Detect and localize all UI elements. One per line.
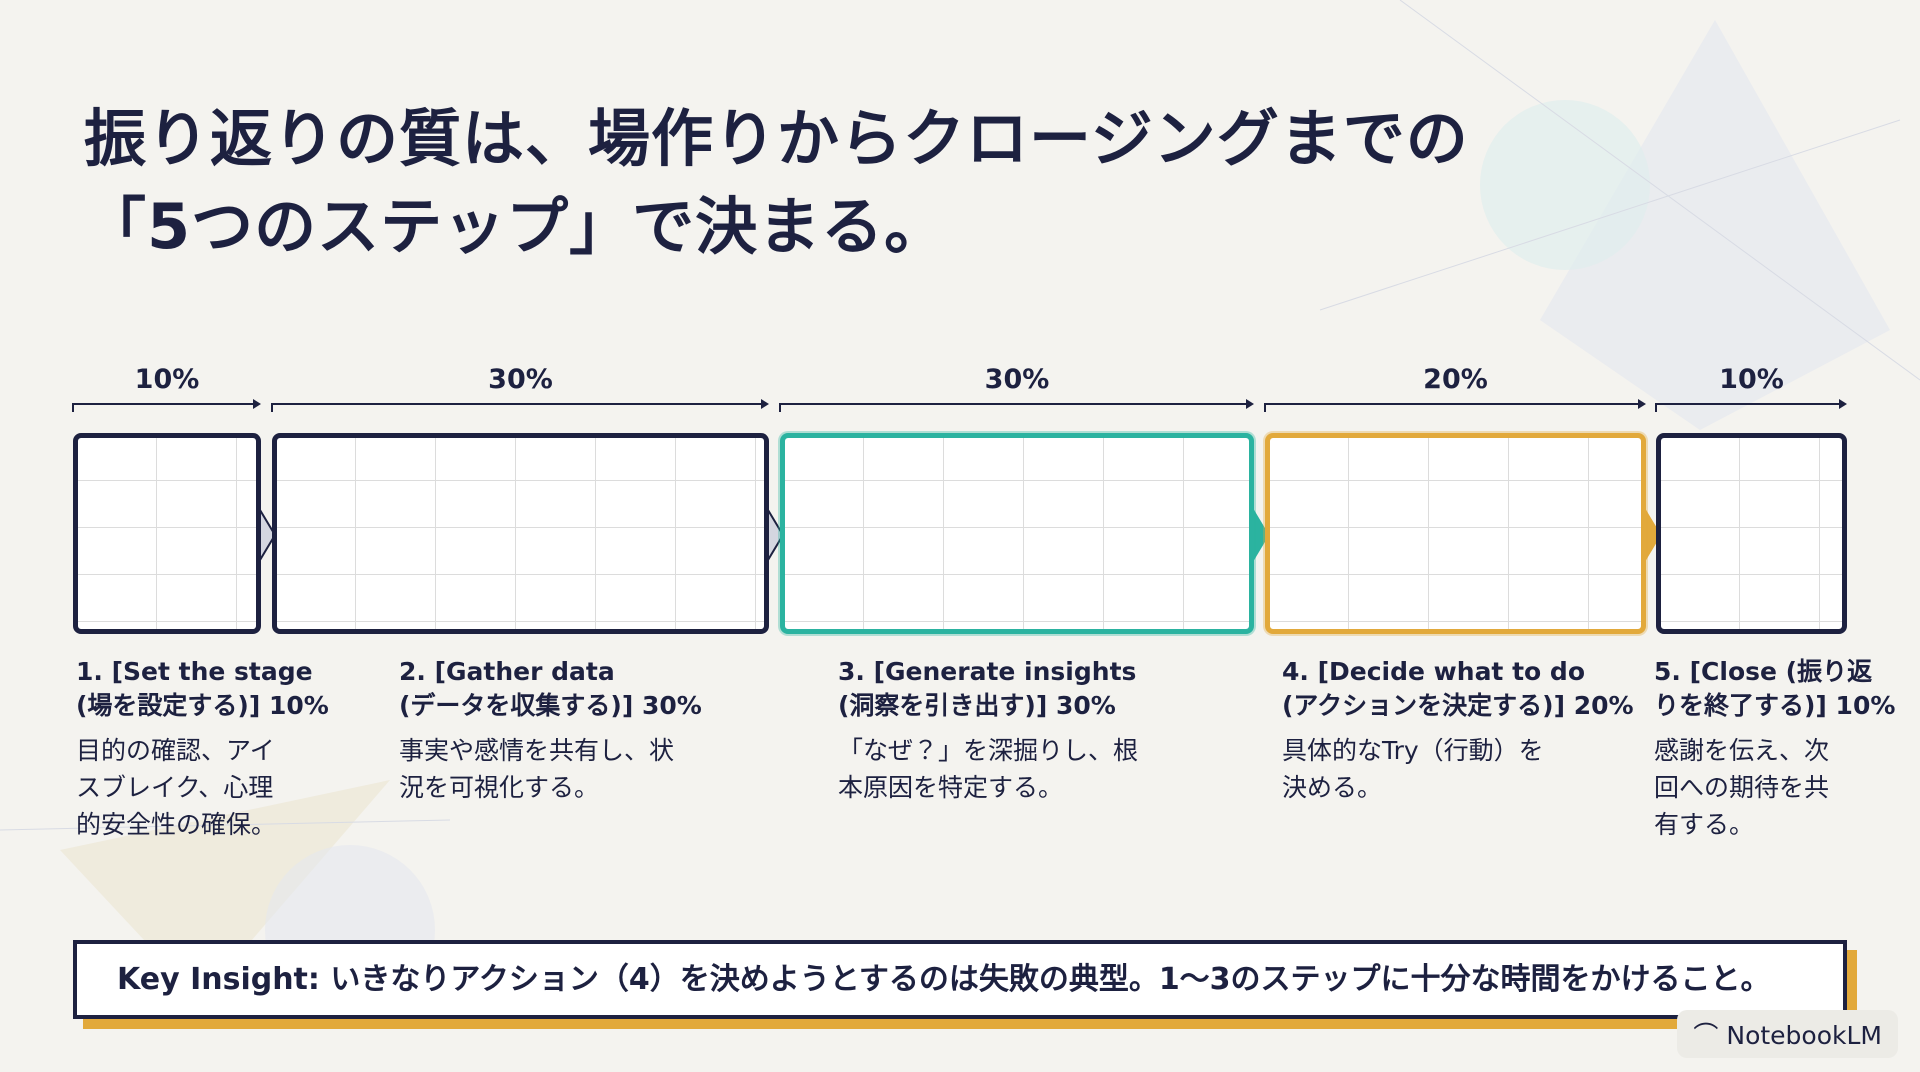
span-arrow (1655, 403, 1841, 412)
step-description-line: 「なぜ？」を深掘りし、根 (838, 736, 1139, 765)
share-label: 30% (984, 364, 1050, 395)
span-arrow (779, 403, 1248, 412)
title: 振り返りの質は、場作りからクロージングまでの 「5つのステップ」で決まる。 (84, 95, 1469, 271)
span-arrowhead (253, 399, 261, 409)
step-box (780, 433, 1254, 634)
step-title-line: (データを収集する)] 30% (399, 691, 702, 720)
share-label: 10% (1719, 364, 1784, 395)
step-title: 4. [Decide what to do (アクションを決定する)] 20% (1282, 655, 1634, 723)
span-arrowhead (761, 399, 769, 409)
step-title-line: 4. [Decide what to do (1282, 657, 1585, 686)
title-line: 「5つのステップ」で決まる。 (84, 190, 948, 263)
step-box (272, 433, 769, 634)
step-title: 5. [Close (振り返 りを終了する)] 10% (1654, 655, 1895, 723)
step-description-line: スブレイク、心理 (76, 773, 274, 802)
step-description-line: 有する。 (1654, 810, 1755, 839)
step-title-line: 2. [Gather data (399, 657, 615, 686)
step-description-line: 事実や感情を共有し、状 (399, 736, 675, 765)
span-arrowhead (1246, 399, 1254, 409)
step-title-line: りを終了する)] 10% (1654, 691, 1896, 720)
step-title-line: (洞察を引き出す)] 30% (838, 691, 1116, 720)
step-description: 具体的なTry（行動）を 決める。 (1282, 732, 1544, 806)
span-arrow (72, 403, 255, 412)
step-box (1656, 433, 1847, 634)
step-description-line: 的安全性の確保。 (76, 810, 277, 839)
span-arrowhead (1638, 399, 1646, 409)
step-title-line: 1. [Set the stage (76, 657, 313, 686)
step-description-line: 感謝を伝え、次 (1654, 736, 1830, 765)
step-description-line: 決める。 (1282, 773, 1383, 802)
step-description-line: 回への期待を共 (1654, 773, 1830, 802)
step-description-line: 本原因を特定する。 (838, 773, 1064, 802)
badge-text: NotebookLM (1726, 1021, 1882, 1050)
step-title-line: (場を設定する)] 10% (76, 691, 329, 720)
step-description: 「なぜ？」を深掘りし、根 本原因を特定する。 (838, 732, 1138, 806)
share-label: 30% (488, 364, 553, 395)
key-insight: Key Insight: いきなりアクション（4）を決めようとするのは失敗の典型… (73, 940, 1847, 1019)
share-label: 10% (134, 364, 200, 395)
step-description: 事実や感情を共有し、状 況を可視化する。 (399, 732, 674, 806)
span-arrow (1264, 403, 1640, 412)
title-line: 振り返りの質は、場作りからクロージングまでの (84, 102, 1469, 175)
step-box (73, 433, 261, 634)
step-description-line: 目的の確認、アイ (76, 736, 275, 765)
span-arrowhead (1839, 399, 1847, 409)
share-label: 20% (1423, 364, 1488, 395)
span-arrow (271, 403, 763, 412)
step-title: 3. [Generate insights (洞察を引き出す)] 30% (838, 655, 1136, 723)
step-title-line: 5. [Close (振り返 (1654, 657, 1873, 686)
step-description: 感謝を伝え、次 回への期待を共 有する。 (1654, 732, 1829, 843)
step-title-line: (アクションを決定する)] 20% (1282, 691, 1634, 720)
step-description-line: 況を可視化する。 (399, 773, 600, 802)
step-title: 2. [Gather data (データを収集する)] 30% (399, 655, 702, 723)
step-description-line: 具体的なTry（行動）を (1282, 736, 1544, 765)
badge: ⌒ NotebookLM (1677, 1010, 1898, 1058)
step-description: 目的の確認、アイ スブレイク、心理 的安全性の確保。 (76, 732, 276, 843)
step-title-line: 3. [Generate insights (838, 657, 1137, 686)
step-box (1265, 433, 1646, 634)
step-title: 1. [Set the stage (場を設定する)] 10% (76, 655, 329, 723)
